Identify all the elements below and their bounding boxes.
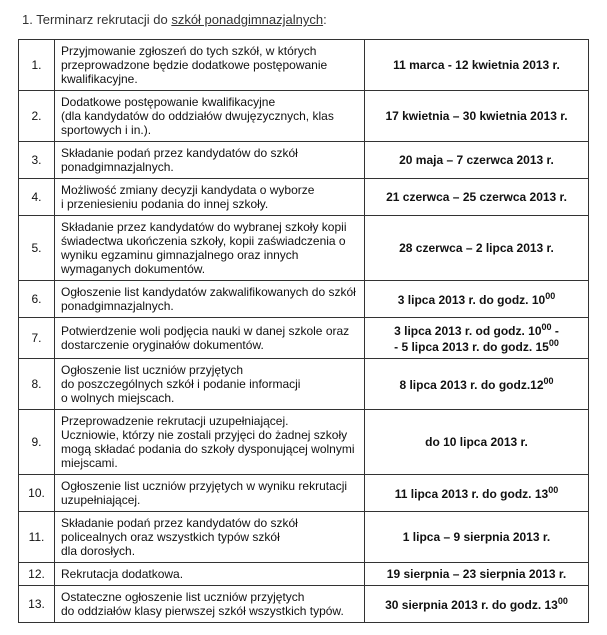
- row-number: 9.: [19, 410, 55, 475]
- page-heading: 1. Terminarz rekrutacji do szkół ponadgi…: [22, 12, 589, 27]
- row-number: 4.: [19, 179, 55, 216]
- row-description: Potwierdzenie woli podjęcia nauki w dane…: [55, 318, 365, 359]
- schedule-table: 1.Przyjmowanie zgłoszeń do tych szkół, w…: [18, 39, 589, 623]
- table-row: 10.Ogłoszenie list uczniów przyjętych w …: [19, 475, 589, 512]
- row-description: Możliwość zmiany decyzji kandydata o wyb…: [55, 179, 365, 216]
- row-number: 11.: [19, 512, 55, 563]
- row-date: 20 maja – 7 czerwca 2013 r.: [365, 142, 589, 179]
- table-row: 7.Potwierdzenie woli podjęcia nauki w da…: [19, 318, 589, 359]
- row-date: do 10 lipca 2013 r.: [365, 410, 589, 475]
- row-number: 2.: [19, 91, 55, 142]
- row-description: Składanie przez kandydatów do wybranej s…: [55, 216, 365, 281]
- table-row: 6.Ogłoszenie list kandydatów zakwalifiko…: [19, 281, 589, 318]
- row-number: 1.: [19, 40, 55, 91]
- table-row: 4.Możliwość zmiany decyzji kandydata o w…: [19, 179, 589, 216]
- row-number: 5.: [19, 216, 55, 281]
- table-row: 5.Składanie przez kandydatów do wybranej…: [19, 216, 589, 281]
- table-row: 11.Składanie podań przez kandydatów do s…: [19, 512, 589, 563]
- row-date: 21 czerwca – 25 czerwca 2013 r.: [365, 179, 589, 216]
- row-description: Ogłoszenie list uczniów przyjętych w wyn…: [55, 475, 365, 512]
- row-description: Ogłoszenie list kandydatów zakwalifikowa…: [55, 281, 365, 318]
- heading-underlined: szkół ponadgimnazjalnych: [171, 12, 323, 27]
- table-row: 2.Dodatkowe postępowanie kwalifikacyjne(…: [19, 91, 589, 142]
- row-date: 19 sierpnia – 23 sierpnia 2013 r.: [365, 563, 589, 586]
- table-row: 9.Przeprowadzenie rekrutacji uzupełniają…: [19, 410, 589, 475]
- row-number: 10.: [19, 475, 55, 512]
- row-date: 1 lipca – 9 sierpnia 2013 r.: [365, 512, 589, 563]
- row-description: Przyjmowanie zgłoszeń do tych szkół, w k…: [55, 40, 365, 91]
- table-row: 3.Składanie podań przez kandydatów do sz…: [19, 142, 589, 179]
- row-description: Składanie podań przez kandydatów do szkó…: [55, 142, 365, 179]
- table-row: 12.Rekrutacja dodatkowa.19 sierpnia – 23…: [19, 563, 589, 586]
- row-number: 7.: [19, 318, 55, 359]
- table-row: 8.Ogłoszenie list uczniów przyjętychdo p…: [19, 359, 589, 410]
- table-row: 13.Ostateczne ogłoszenie list uczniów pr…: [19, 586, 589, 623]
- row-date: 3 lipca 2013 r. do godz. 1000: [365, 281, 589, 318]
- row-date: 28 czerwca – 2 lipca 2013 r.: [365, 216, 589, 281]
- table-row: 1.Przyjmowanie zgłoszeń do tych szkół, w…: [19, 40, 589, 91]
- row-description: Dodatkowe postępowanie kwalifikacyjne(dl…: [55, 91, 365, 142]
- heading-prefix: 1. Terminarz rekrutacji do: [22, 12, 171, 27]
- row-description: Przeprowadzenie rekrutacji uzupełniające…: [55, 410, 365, 475]
- row-date: 3 lipca 2013 r. od godz. 1000 -- 5 lipca…: [365, 318, 589, 359]
- row-date: 11 marca - 12 kwietnia 2013 r.: [365, 40, 589, 91]
- table-body: 1.Przyjmowanie zgłoszeń do tych szkół, w…: [19, 40, 589, 623]
- row-number: 6.: [19, 281, 55, 318]
- row-date: 30 sierpnia 2013 r. do godz. 1300: [365, 586, 589, 623]
- row-description: Ostateczne ogłoszenie list uczniów przyj…: [55, 586, 365, 623]
- row-number: 3.: [19, 142, 55, 179]
- row-date: 17 kwietnia – 30 kwietnia 2013 r.: [365, 91, 589, 142]
- row-number: 12.: [19, 563, 55, 586]
- row-number: 13.: [19, 586, 55, 623]
- row-description: Składanie podań przez kandydatów do szkó…: [55, 512, 365, 563]
- row-date: 8 lipca 2013 r. do godz.1200: [365, 359, 589, 410]
- heading-suffix: :: [323, 12, 327, 27]
- row-description: Rekrutacja dodatkowa.: [55, 563, 365, 586]
- row-date: 11 lipca 2013 r. do godz. 1300: [365, 475, 589, 512]
- row-description: Ogłoszenie list uczniów przyjętychdo pos…: [55, 359, 365, 410]
- row-number: 8.: [19, 359, 55, 410]
